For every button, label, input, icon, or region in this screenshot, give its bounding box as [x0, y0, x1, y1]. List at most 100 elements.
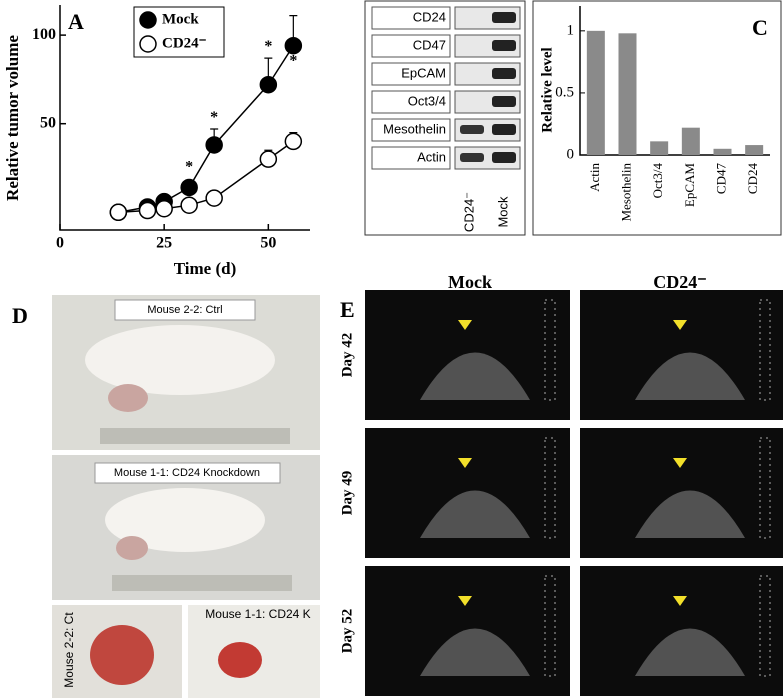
blot-band [492, 12, 516, 23]
axis [579, 6, 770, 156]
bar [681, 127, 700, 155]
y-axis-label: Relative level [539, 47, 555, 132]
blot-row-label: CD47 [413, 37, 446, 52]
photo-label: Mouse 1-1: CD24 K [205, 607, 310, 621]
legend-label: Mock [162, 11, 199, 27]
photo-mouse [105, 488, 265, 552]
ultrasound-arrow [458, 458, 472, 468]
data-point [180, 178, 198, 197]
blot-row-label: Mesothelin [383, 121, 446, 136]
blot-row-label: EpCAM [401, 65, 446, 80]
bar [650, 141, 669, 155]
x-tick-label: Mesothelin [618, 163, 633, 222]
legend-marker [139, 11, 157, 29]
panel-label: C [752, 15, 768, 40]
photo-ruler [100, 428, 290, 444]
photo-tumor [218, 642, 262, 678]
legend-marker [139, 35, 157, 53]
x-tick-label: EpCAM [682, 163, 697, 208]
photo-mouse [85, 325, 275, 395]
bar [618, 33, 637, 155]
column-header: CD24⁻ [653, 272, 707, 292]
panel-frame [364, 0, 526, 236]
data-point [205, 136, 223, 154]
data-point [138, 201, 157, 220]
ultrasound-tissue [420, 628, 530, 676]
row-label: Day 52 [339, 609, 355, 654]
ultrasound-scale [759, 299, 771, 401]
blot-band [492, 152, 516, 163]
blot-row-label: Oct3/4 [408, 93, 446, 108]
ultrasound-arrow [673, 596, 687, 606]
panel-label: A [68, 9, 84, 34]
blot-band [492, 40, 516, 51]
data-point [155, 199, 173, 218]
photo-label: Mouse 2-2: Ctrl [147, 304, 222, 316]
bar [586, 30, 605, 155]
ultrasound-arrow [673, 320, 687, 330]
x-tick-label: CD24 [745, 163, 760, 195]
blot-label-box [371, 90, 451, 114]
photo-label-box [114, 299, 256, 321]
y-tick-label: 1 [567, 22, 575, 38]
data-point [284, 36, 303, 55]
y-tick-label: 50 [40, 114, 56, 131]
photo-label-box [94, 462, 281, 484]
panel-frame [532, 0, 782, 236]
blot-lane-label: CD24⁻ [461, 192, 476, 232]
data-point [259, 150, 278, 168]
annotation: * [264, 38, 272, 55]
y-tick-label: 0.5 [555, 84, 574, 100]
photo-label: Mouse 1-1: CD24 Knockdown [114, 467, 260, 479]
y-axis-label: Relative tumor volume [3, 35, 22, 201]
panel-label: E [340, 297, 355, 322]
blot-band [460, 153, 484, 162]
x-tick-label: Actin [587, 163, 602, 192]
photo-ruler [112, 575, 292, 591]
blot-row-label: Actin [417, 149, 446, 164]
x-tick-label: 50 [260, 235, 276, 252]
data-point [180, 196, 198, 214]
blot-label-box [371, 6, 451, 30]
blot-label-box [371, 34, 451, 58]
blot-row-label: CD24 [413, 9, 446, 24]
blot-label-box [371, 146, 451, 170]
data-point [284, 132, 303, 151]
x-tick-label: 25 [156, 235, 172, 252]
ultrasound-tissue [420, 490, 530, 538]
x-tick-label: CD47 [713, 163, 728, 195]
annotation: * [185, 159, 193, 176]
photo-tumor [116, 536, 148, 560]
column-header: Mock [448, 272, 492, 292]
ultrasound-tissue [420, 352, 530, 400]
blot-lane-label: Mock [495, 196, 510, 228]
bar [745, 145, 764, 155]
ultrasound-arrow [458, 596, 472, 606]
legend-label: CD24⁻ [162, 35, 207, 51]
ultrasound-tissue [635, 352, 745, 400]
ultrasound-scale [544, 575, 556, 677]
blot-band [460, 125, 484, 134]
blot-band [492, 96, 516, 107]
blot-label-box [371, 118, 451, 142]
x-tick-label: 0 [56, 235, 64, 252]
ultrasound-arrow [673, 458, 687, 468]
ultrasound-tissue [635, 628, 745, 676]
ultrasound-tissue [635, 490, 745, 538]
y-tick-label: 0 [567, 146, 575, 162]
y-tick-label: 100 [32, 26, 56, 43]
row-label: Day 42 [339, 333, 355, 378]
panel-label: D [12, 303, 28, 328]
x-axis-label: Time (d) [174, 259, 237, 278]
ultrasound-scale [544, 299, 556, 401]
row-label: Day 49 [339, 471, 355, 516]
blot-band [492, 68, 516, 79]
ultrasound-arrow [458, 320, 472, 330]
legend-box [133, 6, 225, 58]
annotation: * [210, 109, 218, 126]
blot-label-box [371, 62, 451, 86]
series-line [118, 45, 294, 214]
photo-tumor [108, 384, 148, 412]
photo-label: Mouse 2-2: Ct [62, 612, 76, 688]
